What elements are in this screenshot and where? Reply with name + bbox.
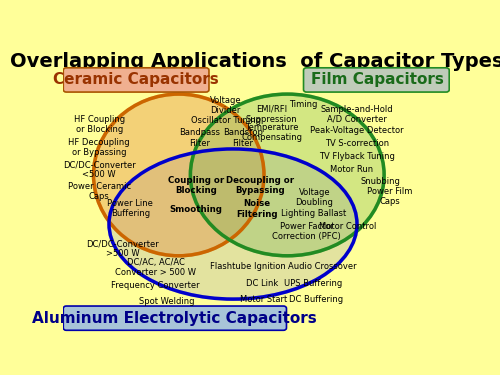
Ellipse shape bbox=[109, 149, 357, 299]
Text: Motor Start: Motor Start bbox=[240, 295, 288, 304]
Text: Spot Welding: Spot Welding bbox=[140, 297, 195, 306]
FancyBboxPatch shape bbox=[64, 68, 209, 92]
Text: Noise
Filtering: Noise Filtering bbox=[236, 200, 278, 219]
Text: Smoothing: Smoothing bbox=[170, 204, 222, 213]
Text: Bandpass
Filter: Bandpass Filter bbox=[180, 129, 220, 147]
Text: Snubbing: Snubbing bbox=[360, 177, 400, 186]
Text: Oscillator Tuning: Oscillator Tuning bbox=[191, 116, 261, 125]
Text: Timing: Timing bbox=[288, 100, 317, 109]
Text: Power Film
Caps: Power Film Caps bbox=[367, 187, 412, 206]
Ellipse shape bbox=[190, 94, 384, 256]
Text: Bandstop
Filter: Bandstop Filter bbox=[223, 129, 262, 147]
Text: Overlapping Applications  of Capacitor Types: Overlapping Applications of Capacitor Ty… bbox=[10, 52, 500, 71]
Text: DC/AC, AC/AC
Converter > 500 W: DC/AC, AC/AC Converter > 500 W bbox=[115, 258, 196, 277]
Text: Voltage
Doubling: Voltage Doubling bbox=[296, 188, 334, 207]
Text: Lighting Ballast: Lighting Ballast bbox=[281, 209, 346, 218]
Text: Decoupling or
Bypassing: Decoupling or Bypassing bbox=[226, 176, 294, 195]
Text: Power Ceramic
Caps: Power Ceramic Caps bbox=[68, 182, 131, 201]
Text: TV Flyback Tuning: TV Flyback Tuning bbox=[319, 152, 395, 160]
FancyBboxPatch shape bbox=[304, 68, 449, 92]
Text: DC/DC-Converter
>500 W: DC/DC-Converter >500 W bbox=[86, 239, 159, 258]
Text: Coupling or
Blocking: Coupling or Blocking bbox=[168, 176, 224, 195]
Text: Power Factor
Correction (PFC): Power Factor Correction (PFC) bbox=[272, 222, 341, 241]
Text: Flashtube Ignition: Flashtube Ignition bbox=[210, 262, 286, 271]
Text: Film Capacitors: Film Capacitors bbox=[310, 72, 444, 87]
Text: Ceramic Capacitors: Ceramic Capacitors bbox=[53, 72, 219, 87]
Text: Power Line
Buffering: Power Line Buffering bbox=[108, 199, 153, 217]
Text: UPS Buffering: UPS Buffering bbox=[284, 279, 343, 288]
Text: Sample-and-Hold
A/D Converter: Sample-and-Hold A/D Converter bbox=[320, 105, 394, 124]
Text: HF Coupling
or Blocking: HF Coupling or Blocking bbox=[74, 115, 125, 134]
Text: EMI/RFI
Suppression: EMI/RFI Suppression bbox=[246, 105, 298, 124]
Text: TV S-correction: TV S-correction bbox=[325, 139, 389, 148]
Text: Aluminum Electrolytic Capacitors: Aluminum Electrolytic Capacitors bbox=[32, 310, 318, 326]
FancyBboxPatch shape bbox=[64, 306, 286, 330]
Text: Motor Control: Motor Control bbox=[318, 222, 376, 231]
Text: DC/DC-Converter
<500 W: DC/DC-Converter <500 W bbox=[63, 160, 136, 179]
Text: DC Link: DC Link bbox=[246, 279, 278, 288]
Text: Motor Run: Motor Run bbox=[330, 165, 373, 174]
Text: Temperature
Compensating: Temperature Compensating bbox=[241, 123, 302, 142]
Text: Audio Crossover: Audio Crossover bbox=[288, 262, 356, 271]
Text: Frequency Converter: Frequency Converter bbox=[111, 281, 200, 290]
Text: Peak-Voltage Detector: Peak-Voltage Detector bbox=[310, 126, 404, 135]
Text: HF Decoupling
or Bypassing: HF Decoupling or Bypassing bbox=[68, 138, 130, 157]
Text: Voltage
Divider: Voltage Divider bbox=[210, 96, 241, 115]
Text: DC Buffering: DC Buffering bbox=[289, 295, 344, 304]
Ellipse shape bbox=[94, 94, 264, 256]
